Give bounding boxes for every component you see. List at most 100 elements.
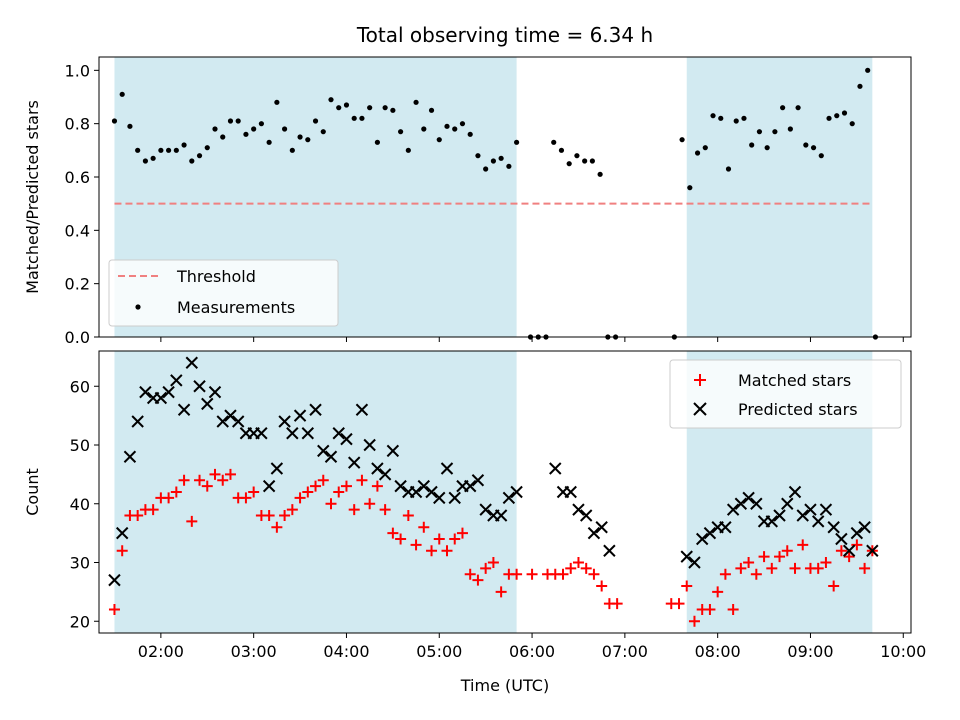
measurement-point [475, 153, 481, 159]
y-tick-label: 0.2 [65, 275, 90, 294]
measurement-point [756, 129, 763, 135]
measurement-point [243, 131, 249, 137]
predicted-point [796, 509, 809, 522]
predicted-point [324, 450, 338, 463]
matched-point [163, 492, 175, 504]
measurement-point [834, 113, 840, 119]
matched-point [410, 539, 422, 551]
measurement-point [694, 150, 701, 156]
measurement-point [351, 115, 357, 121]
count-panel: 20 30 40 50 60 02:00 03:00 04:00 05:00 06:00 07:0… [23, 350, 926, 695]
predicted-point [255, 427, 268, 440]
x-tick-label: 04:00 [323, 642, 369, 661]
matched-point [402, 510, 414, 521]
measurement-point [189, 158, 195, 164]
measurement-point [780, 105, 786, 111]
measurement-point [374, 139, 380, 145]
matched-point [572, 557, 584, 568]
predicted-point [301, 427, 315, 440]
y-tick-label: 40 [70, 495, 90, 514]
measurement-point [444, 123, 450, 129]
matched-point [487, 557, 499, 568]
predicted-point [201, 397, 214, 411]
measurement-point [150, 155, 156, 161]
predicted-point [386, 444, 400, 458]
matched-point [441, 545, 453, 557]
predicted-point [471, 474, 485, 487]
predicted-point [170, 374, 183, 387]
measurement-point [679, 137, 685, 143]
matched-point [108, 604, 120, 615]
matched-point [766, 562, 778, 574]
matched-point [348, 504, 360, 516]
measurement-point [282, 126, 288, 132]
predicted-point [494, 509, 508, 522]
predicted-point [479, 503, 492, 516]
measurement-point [227, 118, 234, 124]
x-axis-label: Time (UTC) [460, 676, 549, 695]
predicted-point [579, 509, 593, 522]
measurement-point [566, 161, 572, 167]
matched-point [147, 504, 159, 516]
matched-point [426, 545, 438, 557]
measurement-point [857, 83, 863, 89]
measurement-point [111, 118, 118, 124]
matched-point [511, 568, 523, 580]
predicted-point [409, 485, 423, 499]
predicted-point [208, 385, 222, 399]
predicted-point [332, 427, 345, 440]
predicted-point [695, 532, 709, 546]
measurement-point [428, 107, 435, 113]
measurement-point [158, 147, 164, 153]
matched-point [820, 557, 832, 568]
matched-point [596, 580, 608, 592]
measurement-point [312, 118, 319, 124]
measurement-point [803, 142, 809, 148]
matched-point [797, 539, 809, 551]
predicted-point [394, 479, 407, 493]
y-tick-label: 30 [70, 554, 90, 573]
matched-point [302, 486, 314, 498]
measurement-point [467, 131, 473, 137]
measurements-legend-label: Measurements [177, 298, 295, 317]
matched-point [186, 515, 198, 527]
x-tick-label: 10:00 [880, 642, 926, 661]
predicted-point [286, 427, 299, 440]
matched-point [851, 539, 863, 551]
measurement-point [413, 99, 419, 105]
predicted-point [193, 380, 206, 393]
predicted-point [448, 491, 461, 505]
measurement-point [787, 126, 793, 132]
measurement-point [818, 153, 824, 159]
measurement-point [382, 105, 388, 111]
predicted-point [510, 485, 523, 499]
predicted-point [162, 385, 175, 399]
predicted-legend-swatch [693, 402, 707, 416]
measurement-point [764, 145, 770, 151]
matched-point [712, 586, 724, 598]
matched-point [835, 545, 847, 557]
predicted-point [719, 521, 732, 534]
matched-point [774, 551, 786, 563]
measurement-point [718, 115, 724, 121]
measurement-point [702, 145, 708, 151]
matched-point [286, 504, 298, 516]
predicted-point [587, 526, 601, 540]
predicted-point [371, 462, 384, 475]
matched-point [449, 533, 461, 545]
predicted-point [425, 485, 438, 499]
matched-point [480, 562, 492, 574]
ratio-panel: 0.0 0.2 0.4 0.6 0.8 1.0 Matched/Predicted sta… [23, 56, 912, 347]
predicted-point [742, 491, 755, 505]
predicted-point [850, 526, 864, 540]
y-tick-label: 60 [70, 377, 90, 396]
y-tick-label: 0.6 [65, 168, 90, 187]
x-tick-label: 02:00 [138, 642, 184, 661]
measurement-point [274, 99, 280, 105]
matched-point [294, 492, 306, 504]
y-tick-label: 0.8 [65, 115, 90, 134]
predicted-point [463, 479, 477, 493]
count-legend: Matched stars Predicted stars [669, 359, 902, 429]
matched-point [843, 551, 855, 563]
